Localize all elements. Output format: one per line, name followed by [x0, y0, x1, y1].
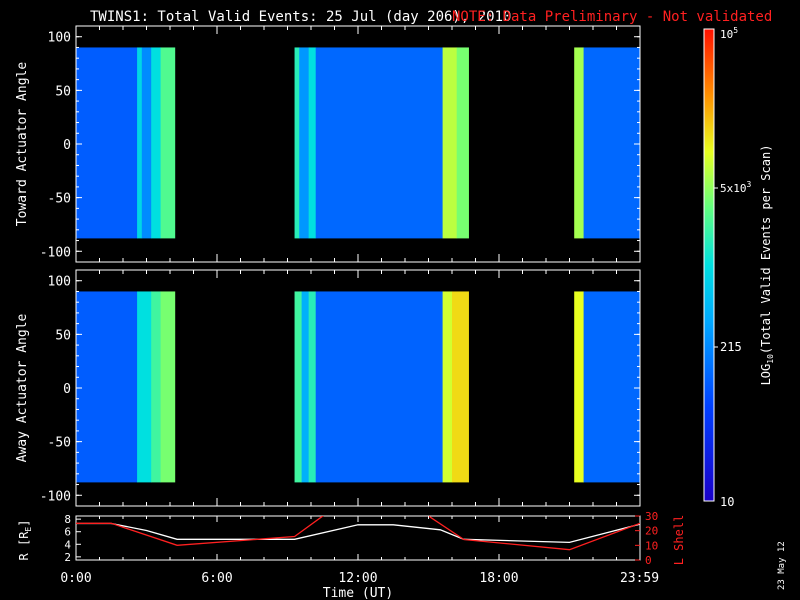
radius-tick-label: 6: [64, 526, 71, 539]
y-tick-label: -100: [40, 245, 71, 260]
away-actuator-panel: 100 50 0 -50 -100 Away Actuator Angle: [15, 269, 641, 507]
heatmap-cell: [442, 291, 453, 483]
toward-actuator-panel: 100 50 0 -50 -100 Toward Actuator Angle: [15, 25, 641, 263]
lshell-axis-label: L Shell: [672, 515, 686, 566]
y-tick-label: 50: [55, 84, 71, 99]
lshell-tick-label: 0: [645, 554, 652, 567]
lshell-tick-label: 20: [645, 525, 658, 538]
heatmap-cell: [574, 291, 585, 483]
lshell-line: [76, 516, 640, 551]
lshell-axis-ticks: 30 2010 0: [635, 510, 658, 567]
colorbar-label: LOG10(Total Valid Events per Scan): [759, 145, 775, 386]
away-y-ticks: 100 50 0 -50 -100: [40, 275, 640, 504]
heatmap-cell: [308, 47, 317, 239]
heatmap-cell: [315, 47, 444, 239]
y-tick-label: 100: [48, 275, 71, 290]
orbit-panel-frame: [75, 515, 641, 561]
date-stamp: 23 May 12: [777, 541, 787, 590]
time-tick-label: 23:59: [620, 571, 659, 586]
heatmap-cell: [151, 291, 162, 483]
colorbar: 105 5x103 215 10 LOG10(Total Valid Event…: [703, 26, 775, 509]
toward-y-ticks: 100 50 0 -50 -100: [40, 31, 640, 260]
radius-axis-label: R [RE]: [17, 520, 33, 561]
colorbar-tick-1e5: 105: [720, 26, 738, 41]
heatmap-cell: [294, 291, 303, 483]
radius-line: [76, 522, 640, 544]
time-axis-tick-labels: 0:00 6:00 12:00 18:00 23:59: [60, 571, 659, 586]
radius-tick-label: 2: [64, 551, 71, 564]
toward-y-axis-label: Toward Actuator Angle: [15, 62, 30, 227]
heatmap-cell: [456, 47, 469, 239]
orbit-lines: [76, 516, 640, 551]
preliminary-note: NOTE: Data Preliminary - Not validated: [452, 9, 772, 25]
colorbar-tick-5e3: 5x103: [720, 180, 752, 195]
lshell-tick-label: 30: [645, 510, 658, 523]
heatmap-cell: [308, 291, 317, 483]
heatmap-cell: [315, 291, 444, 483]
radius-tick-label: 4: [64, 538, 71, 551]
away-x-ticks: [75, 270, 641, 506]
heatmap-cell: [301, 291, 310, 483]
heatmap-cell: [151, 47, 162, 239]
heatmap-cell: [160, 47, 176, 239]
lshell-tick-label: 10: [645, 539, 658, 552]
orbit-x-ticks: [75, 516, 641, 560]
time-tick-label: 12:00: [338, 571, 377, 586]
y-tick-label: -100: [40, 489, 71, 504]
away-y-axis-label: Away Actuator Angle: [15, 313, 30, 462]
heatmap-cell: [574, 47, 585, 239]
heatmap-cell: [76, 291, 138, 483]
y-tick-label: 0: [63, 382, 71, 397]
heatmap-cell: [76, 47, 138, 239]
figure-title: TWINS1: Total Valid Events: 25 Jul (day …: [90, 9, 511, 25]
heatmap-cell: [137, 47, 143, 239]
y-tick-label: 100: [48, 31, 71, 46]
y-tick-label: -50: [48, 192, 71, 207]
time-axis-label: Time (UT): [323, 586, 393, 600]
heatmap-cell: [299, 47, 310, 239]
heatmap-cell: [137, 291, 152, 483]
away-heatmap-cells: [76, 291, 641, 483]
toward-heatmap-cells: [76, 47, 641, 239]
heatmap-cell: [294, 47, 300, 239]
heatmap-cell: [583, 47, 641, 239]
colorbar-tick-215: 215: [720, 340, 742, 354]
radius-tick-label: 8: [64, 513, 71, 526]
time-tick-label: 0:00: [60, 571, 91, 586]
heatmap-cell: [442, 47, 458, 239]
time-tick-label: 6:00: [201, 571, 232, 586]
colorbar-tick-10: 10: [720, 495, 734, 509]
toward-x-ticks: [75, 26, 641, 262]
y-tick-label: 50: [55, 328, 71, 343]
heatmap-cell: [160, 291, 176, 483]
time-tick-label: 18:00: [479, 571, 518, 586]
y-tick-label: 0: [63, 138, 71, 153]
heatmap-cell: [452, 291, 469, 483]
heatmap-cell: [583, 291, 641, 483]
heatmap-cell: [141, 47, 152, 239]
y-tick-label: -50: [48, 436, 71, 451]
colorbar-gradient: [703, 28, 715, 502]
